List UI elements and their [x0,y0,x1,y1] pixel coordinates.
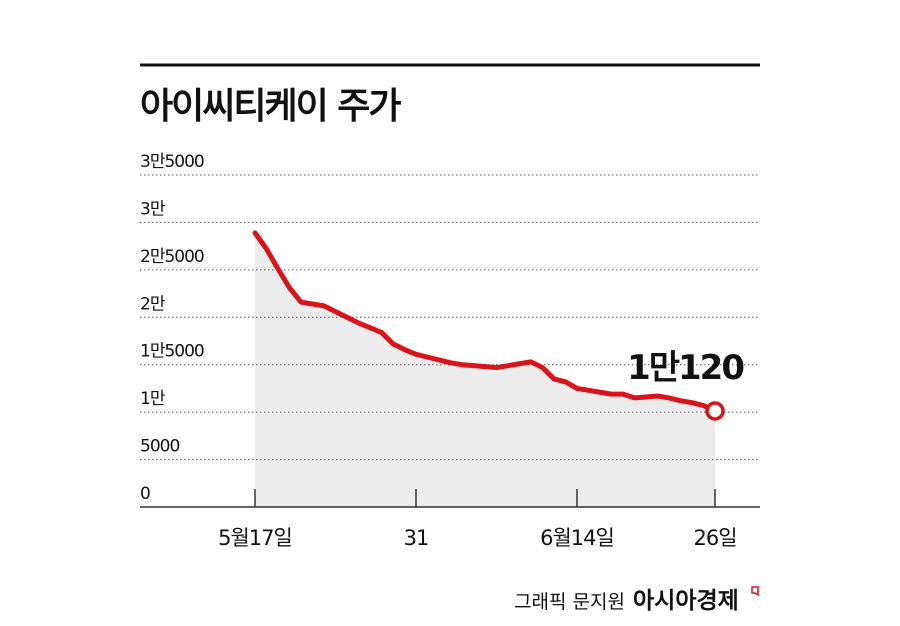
x-tick-label: 5월17일 [218,526,292,550]
area [255,232,715,507]
x-tick-label: 31 [404,526,429,550]
y-tick-label: 1만 [140,389,166,409]
y-tick-label: 2만5000 [140,247,204,267]
plot: 0 5000 1만 1만5000 2만 2만5000 3만 3만5000 5월17일 31 6월14… [140,152,760,550]
y-tick-label: 1만5000 [140,342,204,362]
y-tick-label: 0 [140,484,150,504]
source: 아시아경제 [633,588,739,614]
y-tick-label: 3만 [140,199,166,219]
y-tick-label: 2만 [140,294,166,314]
x-tick-label: 6월14일 [540,526,614,550]
logo-mark [751,586,759,597]
y-tick-label: 3만5000 [140,152,204,172]
credit: 그래픽 문지원 [514,591,625,613]
x-tick-label: 26일 [693,526,736,550]
value-label: 1만120 [627,348,744,388]
y-tick-label: 5000 [140,437,179,457]
line [252,230,718,414]
end-marker [705,401,725,421]
chart-title: 아이씨티케이 주가 [140,86,401,127]
